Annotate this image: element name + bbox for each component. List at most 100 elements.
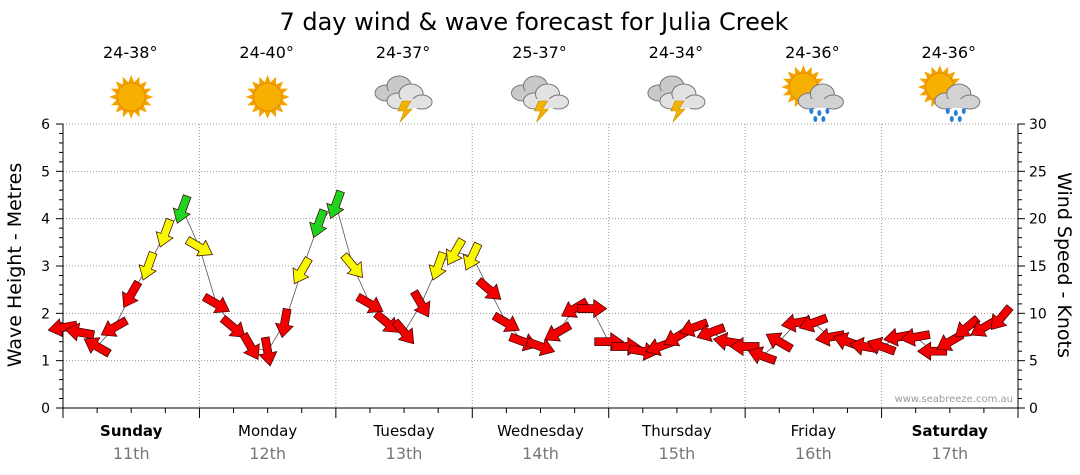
left-tick-label: 3: [41, 259, 50, 275]
storm-icon: [511, 75, 569, 123]
rain-drop: [953, 110, 958, 116]
day-temp-range: 24-38°: [103, 43, 158, 62]
day-date: 16th: [795, 444, 832, 463]
wind-arrow: [410, 289, 431, 318]
wind-arrow: [747, 346, 778, 365]
rain-drop: [957, 116, 962, 122]
wind-arrow: [900, 327, 931, 347]
rain-drop: [809, 108, 814, 114]
wind-arrow: [446, 237, 467, 266]
wind-arrow: [83, 337, 112, 358]
wind-arrow: [765, 332, 794, 353]
day-temp-range: 24-36°: [922, 43, 977, 62]
day-name: Tuesday: [373, 422, 435, 440]
wind-arrow: [798, 313, 829, 333]
right-axis-label: Wind Speed - Knots: [1053, 172, 1075, 358]
left-tick-label: 2: [41, 306, 50, 322]
right-tick-label: 5: [1029, 354, 1038, 370]
right-tick-label: 0: [1029, 401, 1038, 417]
wind-arrow: [355, 292, 384, 314]
day-name: Monday: [238, 422, 297, 440]
wind-arrow: [990, 304, 1014, 331]
grid-lines: [63, 123, 1018, 408]
wind-arrow: [239, 331, 260, 361]
wind-arrow: [866, 336, 897, 356]
day-name: Saturday: [912, 422, 989, 440]
day-date: 14th: [522, 444, 559, 463]
wind-arrow: [172, 194, 192, 224]
day-date: 13th: [386, 444, 423, 463]
day-name: Friday: [791, 422, 837, 440]
left-tick-label: 5: [41, 164, 50, 180]
rain-drop: [825, 108, 830, 114]
rain-drop: [945, 108, 950, 114]
cloud-base: [943, 99, 970, 108]
wind-arrow: [561, 297, 590, 318]
day-name: Thursday: [641, 422, 712, 440]
wind-arrow: [201, 292, 231, 314]
lightning-bolt: [397, 100, 413, 123]
rain-drop: [961, 108, 966, 114]
rain-drop: [949, 116, 954, 122]
showers-icon: [917, 65, 981, 122]
forecast-row: 24-38° 24-40° 24-37° 25-37° 24-34° 24-36° 24-3…: [103, 43, 981, 123]
wind-arrow: [122, 279, 143, 308]
chart-title: 7 day wind & wave forecast for Julia Cre…: [279, 8, 788, 36]
sunny-icon: [245, 75, 290, 119]
sun-disc: [253, 82, 283, 112]
wind-arrow: [184, 236, 213, 257]
wind-arrow: [326, 189, 345, 220]
wind-arrow: [544, 321, 573, 342]
day-date: 12th: [249, 444, 286, 463]
left-axis-label: Wave Height - Metres: [4, 163, 26, 367]
left-tick-label: 1: [41, 354, 50, 370]
storm-icon: [374, 75, 433, 123]
watermark: www.seabreeze.com.au: [895, 394, 1013, 405]
cloud-base: [807, 99, 834, 108]
day-date: 17th: [931, 444, 968, 463]
wind-arrow: [577, 298, 608, 319]
right-axis: 0 5 10 15 20 25 30: [1029, 117, 1047, 417]
wind-arrow: [309, 208, 328, 239]
rain-drop: [821, 116, 826, 122]
wind-arrow: [491, 311, 520, 332]
wind-arrow: [292, 256, 313, 285]
wind-arrow: [729, 336, 760, 357]
wind-arrow: [340, 252, 363, 278]
wind-arrow: [391, 318, 415, 345]
rain-drop: [817, 110, 822, 116]
left-tick-label: 6: [41, 117, 50, 133]
wind-arrow: [428, 251, 448, 281]
day-name: Wednesday: [497, 422, 584, 440]
wind-arrow: [155, 217, 175, 248]
wind-arrow: [462, 241, 483, 271]
day-name: Sunday: [100, 422, 163, 440]
wind-speed-line: [62, 203, 1002, 357]
wind-arrow: [373, 310, 399, 333]
wind-arrow: [100, 316, 129, 337]
wind-arrow: [917, 341, 948, 361]
wind-arrow: [274, 307, 294, 339]
day-temp-range: 24-37°: [376, 43, 431, 62]
wind-arrow: [64, 322, 95, 342]
day-date: 15th: [659, 444, 696, 463]
wind-arrow: [258, 336, 278, 367]
right-tick-label: 15: [1029, 259, 1047, 275]
wind-arrow: [679, 318, 709, 338]
day-temp-range: 25-37°: [512, 43, 567, 62]
storm-icon: [647, 75, 706, 123]
lightning-bolt: [534, 100, 550, 123]
day-date: 11th: [113, 444, 150, 463]
right-tick-label: 30: [1029, 117, 1047, 133]
right-tick-label: 25: [1029, 164, 1047, 180]
wind-series: [47, 189, 1014, 367]
sunny-icon: [109, 75, 154, 119]
day-temp-range: 24-36°: [785, 43, 840, 62]
chart-axes: [56, 123, 1025, 418]
left-tick-label: 0: [41, 401, 50, 417]
day-temp-range: 24-34°: [649, 43, 704, 62]
wind-arrow: [219, 314, 246, 338]
wind-arrow: [475, 277, 502, 300]
left-tick-label: 4: [41, 212, 50, 228]
